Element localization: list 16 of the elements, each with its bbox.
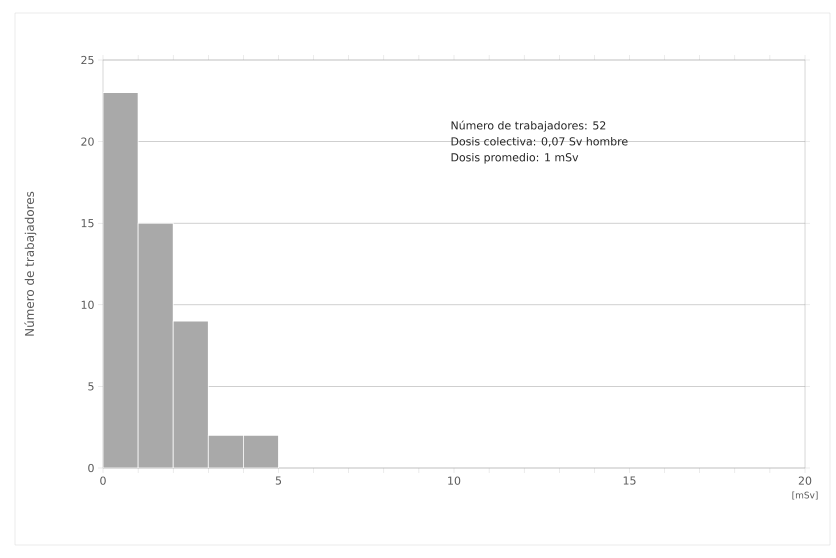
annotation: Dosis promedio: 1 mSv xyxy=(452,152,578,164)
y-tick-label: 20 xyxy=(81,137,94,146)
y-tick-label: 15 xyxy=(82,219,94,228)
y-tick-label: 0 xyxy=(88,464,94,472)
y-tick-label: 5 xyxy=(88,382,94,390)
y-tick-label: 25 xyxy=(81,56,94,64)
annotation: Número de trabajadores: 52 xyxy=(452,120,606,132)
x-tick-label: 20 xyxy=(798,476,812,485)
x-tick-label: 0 xyxy=(100,476,106,485)
y-axis-title: Número de trabajadores xyxy=(24,192,36,336)
x-tick-label: 10 xyxy=(448,476,460,485)
y-tick-label: 10 xyxy=(82,300,94,309)
x-axis-title: [mSv] xyxy=(792,492,818,500)
annotation: Dosis colectiva: 0,07 Sv hombre xyxy=(452,137,628,147)
x-tick-label: 15 xyxy=(624,476,636,485)
x-tick-label: 5 xyxy=(276,476,282,485)
